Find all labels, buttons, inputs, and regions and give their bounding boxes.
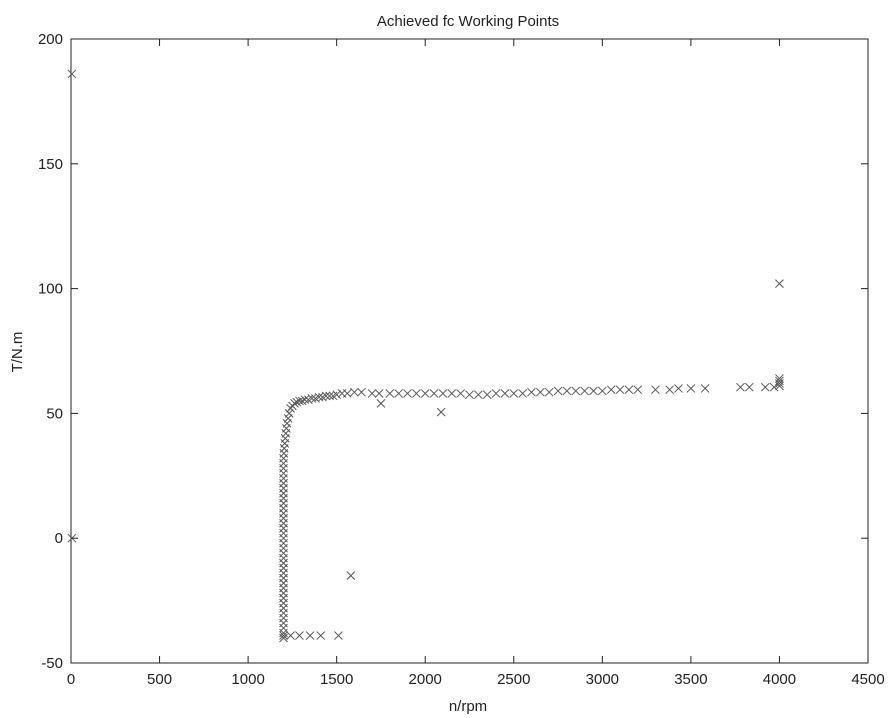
data-point	[760, 382, 770, 392]
data-point	[447, 389, 457, 398]
data-point	[367, 389, 377, 398]
data-point	[597, 386, 607, 396]
data-point	[686, 384, 696, 393]
data-point	[456, 389, 465, 398]
y-tick-label: 0	[55, 530, 63, 547]
x-tick-label: 1000	[231, 671, 264, 688]
data-point	[736, 382, 745, 392]
chart-title: Achieved fc Working Points	[377, 13, 559, 30]
x-tick-label: 0	[67, 671, 75, 688]
data-point	[535, 387, 545, 397]
x-tick-label: 3000	[586, 671, 619, 688]
data-point	[580, 386, 589, 396]
y-tick-label: 50	[46, 405, 63, 422]
data-point	[403, 389, 412, 398]
data-point	[474, 390, 483, 400]
data-point	[465, 390, 474, 400]
data-point	[284, 409, 294, 418]
data-point	[385, 389, 395, 398]
data-point	[482, 390, 492, 400]
data-point	[615, 385, 625, 395]
data-point	[562, 386, 572, 396]
y-tick-label: 100	[38, 281, 63, 298]
data-point	[606, 385, 616, 395]
x-tick-label: 4500	[851, 671, 884, 688]
data-point	[283, 414, 293, 423]
y-tick-label: 150	[38, 156, 63, 173]
data-point	[279, 631, 288, 640]
data-point	[651, 385, 660, 395]
data-point	[67, 69, 77, 79]
data-point	[282, 419, 292, 428]
x-axis-ticks: 0 500 1000 1500 2000 2500 3000 3500 4000 4500	[67, 39, 885, 688]
data-point	[300, 395, 310, 405]
data-point	[571, 386, 581, 396]
data-point	[295, 396, 304, 406]
data-point	[307, 394, 317, 403]
data-point	[374, 389, 384, 398]
x-tick-label: 2500	[497, 671, 530, 688]
x-tick-label: 2000	[409, 671, 442, 688]
data-point	[438, 389, 448, 398]
x-tick-label: 3500	[674, 671, 707, 688]
data-series	[67, 69, 784, 643]
x-tick-label: 1500	[320, 671, 353, 688]
data-point	[314, 392, 324, 402]
x-tick-label: 500	[147, 671, 172, 688]
data-point	[357, 387, 366, 397]
data-point	[325, 391, 334, 401]
data-point	[775, 376, 784, 386]
y-axis-ticks: -50 0 50 100 150 200	[38, 31, 868, 672]
data-point	[420, 389, 430, 398]
data-point	[292, 397, 302, 407]
data-point	[674, 384, 683, 393]
data-point	[744, 382, 754, 392]
data-point	[589, 386, 598, 396]
data-point	[491, 389, 501, 398]
data-point	[775, 279, 784, 288]
data-point	[295, 631, 304, 640]
y-tick-label: -50	[41, 655, 63, 672]
plot-area	[67, 38, 869, 664]
x-axis-label: n/rpm	[449, 698, 487, 715]
y-axis-label: T/N.m	[9, 332, 26, 373]
y-tick-label: 200	[38, 31, 63, 48]
axes-frame	[70, 38, 869, 664]
data-point	[436, 407, 446, 417]
data-point	[775, 374, 784, 383]
data-point	[321, 391, 331, 401]
data-point	[412, 389, 421, 398]
data-point	[527, 387, 536, 397]
data-point	[769, 382, 779, 392]
data-point	[290, 399, 299, 408]
data-point	[700, 384, 710, 393]
data-point	[518, 389, 527, 398]
data-point	[665, 385, 674, 395]
x-tick-label: 4000	[763, 671, 796, 688]
data-point	[316, 631, 326, 640]
data-point	[624, 385, 634, 395]
data-point	[376, 399, 386, 408]
data-point	[500, 389, 510, 398]
data-point	[305, 631, 315, 640]
data-point	[633, 385, 643, 395]
data-point	[342, 389, 352, 398]
data-point	[553, 386, 563, 396]
data-point	[544, 387, 554, 397]
data-point	[429, 389, 439, 398]
data-point	[346, 571, 356, 580]
data-point	[332, 390, 342, 400]
data-point	[350, 387, 359, 397]
data-point	[334, 631, 343, 640]
data-point	[509, 389, 519, 398]
data-point	[286, 631, 295, 640]
data-point	[394, 389, 404, 398]
